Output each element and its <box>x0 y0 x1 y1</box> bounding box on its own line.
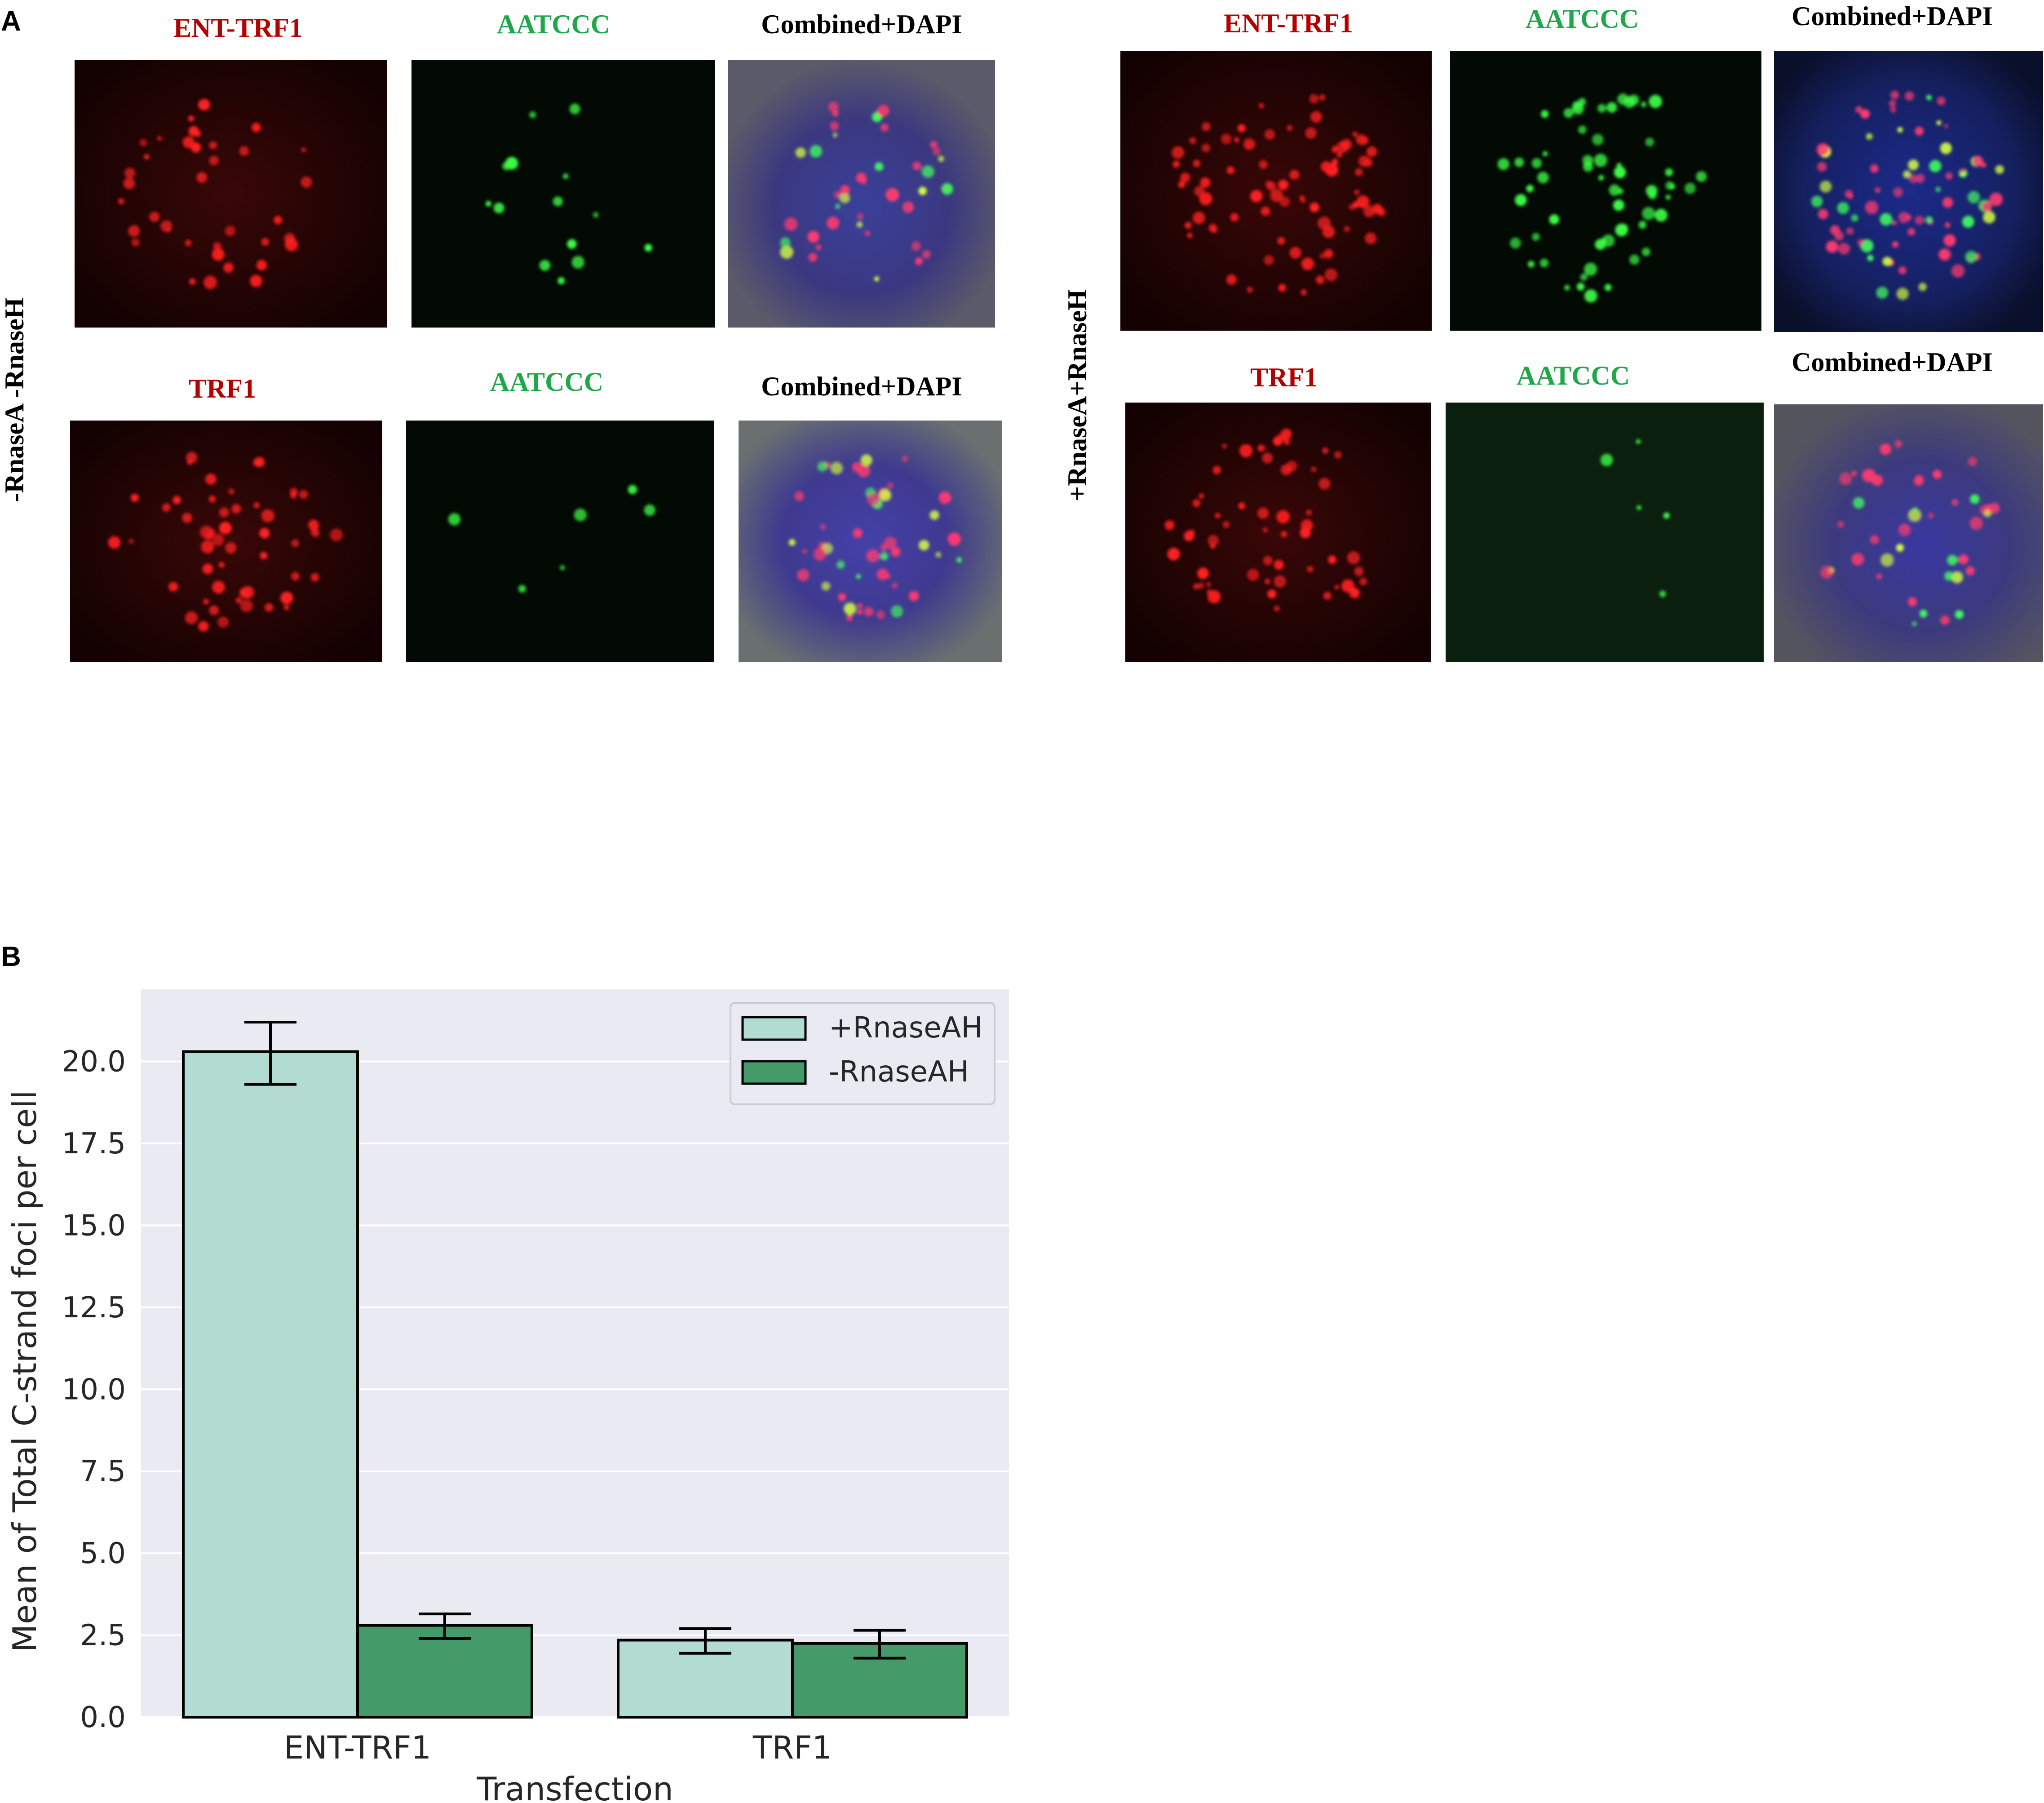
y-tick-label: 15.0 <box>62 1209 126 1242</box>
micrograph-image <box>406 421 714 662</box>
y-tick-label: 17.5 <box>62 1127 126 1161</box>
bar-chart: 0.0 2.5 5.0 7.5 10.0 12.5 15.0 17.5 20.0 ENT-TRF1… <box>6 989 1009 1803</box>
micrograph-image <box>70 421 382 662</box>
micrograph-image <box>1446 403 1764 662</box>
image-title: Combined+DAPI <box>1792 347 1993 377</box>
micrograph-image <box>739 421 1002 662</box>
micrograph-image <box>411 60 715 328</box>
image-title: ENT-TRF1 <box>1224 9 1353 38</box>
micrograph-image <box>1774 404 2043 662</box>
condition-label-1: -RnaseA -RnaseH <box>0 297 29 502</box>
micrograph-image <box>1774 51 2043 332</box>
y-tick-label: 2.5 <box>80 1619 126 1652</box>
y-tick-label: 5.0 <box>80 1537 126 1570</box>
image-title: Combined+DAPI <box>761 372 962 401</box>
image-title: TRF1 <box>1250 363 1318 392</box>
micrograph-image <box>1120 51 1432 331</box>
image-title: TRF1 <box>189 374 256 403</box>
micrograph-image <box>728 60 995 328</box>
image-title: AATCCC <box>497 9 610 39</box>
y-axis-label: Mean of Total C-strand foci per cell <box>6 1090 44 1652</box>
y-tick-label: 12.5 <box>62 1291 126 1325</box>
legend: +RnaseAH -RnaseAH <box>730 1002 995 1105</box>
x-tick-label: ENT-TRF1 <box>284 1729 431 1766</box>
image-title: AATCCC <box>1526 4 1639 34</box>
micrograph-image <box>1125 403 1431 662</box>
y-tick-label: 10.0 <box>62 1373 126 1406</box>
x-tick-label: TRF1 <box>752 1729 832 1766</box>
micrograph-image <box>75 60 387 328</box>
bar <box>182 1050 359 1719</box>
legend-swatch <box>741 1016 807 1041</box>
legend-swatch <box>741 1060 807 1085</box>
condition-label-2: +RnaseA+RnaseH <box>1062 289 1092 501</box>
image-title: Combined+DAPI <box>1792 1 1993 31</box>
image-title: ENT-TRF1 <box>173 13 303 43</box>
y-tick-label: 0.0 <box>80 1701 126 1734</box>
y-tick-label: 20.0 <box>62 1045 126 1079</box>
image-title: AATCCC <box>490 367 603 397</box>
legend-label: -RnaseAH <box>829 1055 969 1089</box>
image-title: AATCCC <box>1517 361 1630 390</box>
image-title: Combined+DAPI <box>761 9 962 39</box>
micrograph-image <box>1450 51 1761 331</box>
panel-b-label: B <box>1 941 21 972</box>
micrograph-grid <box>70 51 2043 662</box>
panel-a-label: A <box>1 6 21 37</box>
x-axis-label: Transfection <box>476 1770 673 1803</box>
legend-label: +RnaseAH <box>829 1011 983 1045</box>
y-tick-label: 7.5 <box>80 1455 126 1488</box>
